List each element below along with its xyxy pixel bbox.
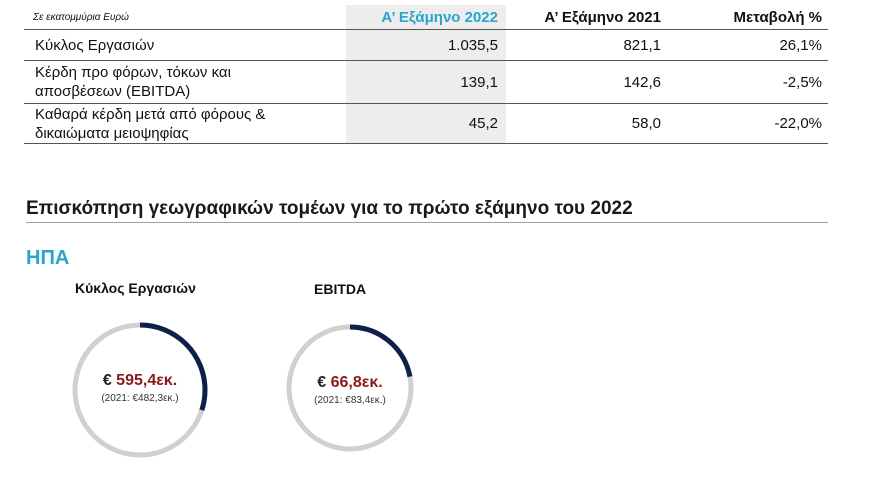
revenue-donut-ring [72, 322, 208, 458]
donut-label-ebitda: EBITDA [314, 281, 367, 297]
table-rule [24, 29, 828, 30]
ring-fill [286, 324, 414, 452]
value-2021: 821,1 [623, 36, 661, 54]
section-divider [26, 222, 828, 223]
donut-value: € 595,4εκ. [70, 372, 210, 390]
table-rule [24, 143, 828, 144]
value-2021: 58,0 [631, 115, 661, 132]
table-row: Κέρδη προ φόρων, τόκων και αποσβέσεων (E… [24, 61, 828, 103]
value-2022: 1.035,5 [346, 30, 506, 60]
donut-label-revenue: Κύκλος Εργασιών [75, 280, 196, 296]
ring-fill [72, 322, 208, 458]
row-label-line: αποσβέσεων (EBITDA) [35, 83, 191, 100]
row-label-line: δικαιώματα μειοψηφίας [35, 124, 189, 142]
ebitda-donut: € 66,8εκ. (2021: €83,4εκ.) [285, 323, 415, 453]
table-row: Κύκλος Εργασιών 1.035,5 821,1 26,1% [24, 30, 828, 60]
section-title: Επισκόπηση γεωγραφικών τομέων για το πρώ… [26, 198, 633, 219]
unit-note: Σε εκατομμύρια Ευρώ [33, 11, 129, 23]
col-header-change: Μεταβολή % [733, 8, 822, 26]
value-2021: 142,6 [623, 73, 661, 91]
table-row: Καθαρά κέρδη μετά από φόρους & δικαιώματ… [24, 104, 828, 143]
row-label-line: Κέρδη προ φόρων, τόκων και [35, 64, 231, 81]
donut-amount: 595,4εκ. [116, 372, 178, 389]
value-change: -2,5% [782, 73, 822, 91]
value-2022: 45,2 [346, 104, 506, 143]
currency-symbol: € [317, 374, 327, 391]
row-label: Κέρδη προ φόρων, τόκων και αποσβέσεων (E… [24, 61, 346, 103]
ebitda-donut-ring [286, 324, 414, 452]
donut-prev-value: (2021: €83,4εκ.) [314, 395, 386, 406]
currency-symbol: € [102, 372, 112, 389]
row-label: Κύκλος Εργασιών [35, 36, 155, 54]
col-header-2021: Α’ Εξάμηνο 2021 [544, 8, 661, 26]
table-header-row: Σε εκατομμύρια Ευρώ Α’ Εξάμηνο 2022 Α’ Ε… [24, 5, 828, 29]
value-2022: 139,1 [346, 61, 506, 103]
row-label: Καθαρά κέρδη μετά από φόρους & δικαιώματ… [24, 104, 346, 143]
table-rule [24, 103, 828, 104]
donut-value: € 66,8εκ. [285, 374, 415, 392]
region-heading: ΗΠΑ [26, 247, 70, 269]
table-rule [24, 60, 828, 61]
donut-prev-value: (2021: €482,3εκ.) [101, 393, 179, 404]
col-header-2022: Α’ Εξάμηνο 2022 [346, 5, 506, 29]
value-change: 26,1% [779, 36, 822, 54]
row-label-line: Καθαρά κέρδη μετά από φόρους & [35, 105, 266, 123]
revenue-donut: € 595,4εκ. (2021: €482,3εκ.) [70, 320, 210, 460]
value-change: -22,0% [774, 115, 822, 132]
donut-amount: 66,8εκ. [330, 374, 383, 391]
